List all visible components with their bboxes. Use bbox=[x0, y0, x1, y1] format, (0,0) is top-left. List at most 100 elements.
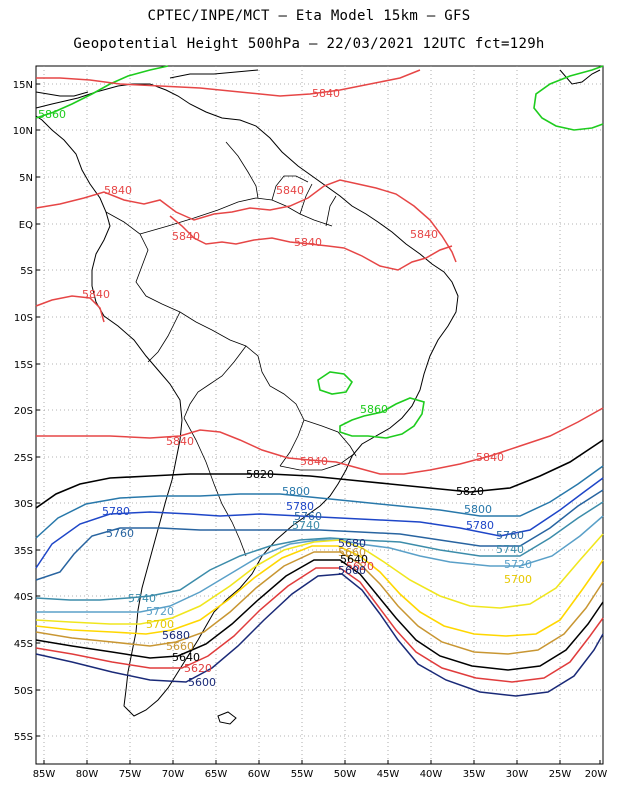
label-5640: 5640 bbox=[340, 553, 368, 566]
label-5860: 5860 bbox=[360, 403, 388, 416]
lon-tick-label: 80W bbox=[76, 769, 99, 780]
label-5840: 5840 bbox=[276, 184, 304, 197]
lon-tick-label: 30W bbox=[506, 769, 529, 780]
lat-tick-label: 10S bbox=[14, 313, 33, 324]
contour-5840 bbox=[169, 215, 453, 271]
label-5680: 5680 bbox=[338, 537, 366, 550]
label-5720: 5720 bbox=[504, 558, 532, 571]
label-5680: 5680 bbox=[162, 629, 190, 642]
lon-tick-label: 35W bbox=[463, 769, 486, 780]
lon-tick-label: 70W bbox=[162, 769, 185, 780]
lon-axis: 85W 80W 75W 70W 65W 60W 55W 50W 45W 40W … bbox=[33, 769, 608, 780]
label-5700: 5700 bbox=[504, 573, 532, 586]
contour-5840 bbox=[35, 295, 105, 323]
contour-labels: 5840 5840 5840 5840 5840 5840 5840 5840 … bbox=[38, 87, 532, 689]
contour-5720 bbox=[36, 515, 604, 613]
label-5700: 5700 bbox=[146, 618, 174, 631]
lat-tick-label: 5N bbox=[19, 173, 33, 184]
contour-5840 bbox=[35, 179, 457, 263]
grid-lines bbox=[36, 66, 603, 764]
label-5840: 5840 bbox=[82, 288, 110, 301]
contour-5600 bbox=[35, 573, 604, 697]
label-5760: 5760 bbox=[496, 529, 524, 542]
contour-5660 bbox=[35, 551, 604, 655]
lat-tick-label: EQ bbox=[19, 220, 33, 231]
lon-tick-label: 60W bbox=[248, 769, 271, 780]
label-5820: 5820 bbox=[246, 468, 274, 481]
label-5620: 5620 bbox=[184, 662, 212, 675]
label-5660: 5660 bbox=[166, 640, 194, 653]
label-5840: 5840 bbox=[476, 451, 504, 464]
label-5740: 5740 bbox=[496, 543, 524, 556]
contour-5840 bbox=[36, 69, 421, 97]
lat-tick-label: 20S bbox=[14, 406, 33, 417]
label-5840: 5840 bbox=[172, 230, 200, 243]
contour-5860 bbox=[533, 65, 604, 131]
label-5840: 5840 bbox=[300, 455, 328, 468]
label-5780: 5780 bbox=[286, 500, 314, 513]
lat-tick-label: 45S bbox=[14, 639, 33, 650]
label-5820: 5820 bbox=[456, 485, 484, 498]
lon-tick-label: 50W bbox=[334, 769, 357, 780]
label-5740: 5740 bbox=[292, 519, 320, 532]
lon-tick-label: 55W bbox=[291, 769, 314, 780]
label-5800: 5800 bbox=[282, 485, 310, 498]
lat-tick-label: 35S bbox=[14, 546, 33, 557]
lat-tick-label: 15N bbox=[13, 80, 33, 91]
lon-tick-label: 85W bbox=[33, 769, 56, 780]
label-5760: 5760 bbox=[294, 510, 322, 523]
contour-5680 bbox=[35, 545, 604, 637]
tick-marks bbox=[36, 83, 601, 764]
contour-5640 bbox=[35, 559, 604, 671]
lat-axis: 15N 10N 5N EQ 5S 10S 15S 20S 25S 30S 35S… bbox=[13, 80, 33, 743]
lat-tick-label: 55S bbox=[14, 732, 33, 743]
lat-tick-label: 50S bbox=[14, 686, 33, 697]
label-5600: 5600 bbox=[338, 564, 366, 577]
label-5760: 5760 bbox=[106, 527, 134, 540]
lon-tick-label: 40W bbox=[420, 769, 443, 780]
central-america-coastline bbox=[35, 69, 601, 97]
contour-5860 bbox=[339, 397, 425, 439]
label-5780: 5780 bbox=[102, 505, 130, 518]
label-5840: 5840 bbox=[312, 87, 340, 100]
label-5620: 5620 bbox=[346, 560, 374, 573]
lat-tick-label: 40S bbox=[14, 592, 33, 603]
contour-5800 bbox=[35, 465, 604, 539]
label-5600: 5600 bbox=[188, 676, 216, 689]
title-line-1: CPTEC/INPE/MCT – Eta Model 15km – GFS bbox=[147, 8, 471, 24]
label-5660: 5660 bbox=[338, 546, 366, 559]
title-line-2: Geopotential Height 500hPa – 22/03/2021 … bbox=[73, 36, 545, 52]
lon-tick-label: 45W bbox=[377, 769, 400, 780]
label-5840: 5840 bbox=[166, 435, 194, 448]
lat-tick-label: 5S bbox=[20, 266, 33, 277]
lat-tick-label: 10N bbox=[13, 126, 33, 137]
contour-5820 bbox=[35, 439, 604, 509]
label-5640: 5640 bbox=[172, 651, 200, 664]
falkland-islands bbox=[217, 711, 237, 725]
label-5860: 5860 bbox=[38, 108, 66, 121]
label-5720: 5720 bbox=[146, 605, 174, 618]
label-5800: 5800 bbox=[464, 503, 492, 516]
contour-5780 bbox=[35, 477, 604, 569]
label-5840: 5840 bbox=[294, 236, 322, 249]
lon-tick-label: 75W bbox=[119, 769, 142, 780]
contour-5860 bbox=[35, 65, 169, 119]
label-5840: 5840 bbox=[410, 228, 438, 241]
contour-5840 bbox=[36, 407, 604, 475]
contour-5860 bbox=[317, 371, 354, 395]
lat-tick-label: 25S bbox=[14, 453, 33, 464]
lon-tick-label: 20W bbox=[585, 769, 608, 780]
map-frame bbox=[35, 65, 604, 765]
lat-tick-label: 30S bbox=[14, 499, 33, 510]
contour-5620 bbox=[35, 567, 604, 683]
label-5780: 5780 bbox=[466, 519, 494, 532]
lat-tick-label: 15S bbox=[14, 360, 33, 371]
lon-tick-label: 25W bbox=[549, 769, 572, 780]
contour-5740 bbox=[35, 501, 604, 601]
label-5840: 5840 bbox=[104, 184, 132, 197]
contour-5700 bbox=[35, 533, 604, 625]
contour-5760 bbox=[35, 489, 604, 581]
label-5740: 5740 bbox=[128, 592, 156, 605]
country-borders bbox=[105, 141, 357, 557]
